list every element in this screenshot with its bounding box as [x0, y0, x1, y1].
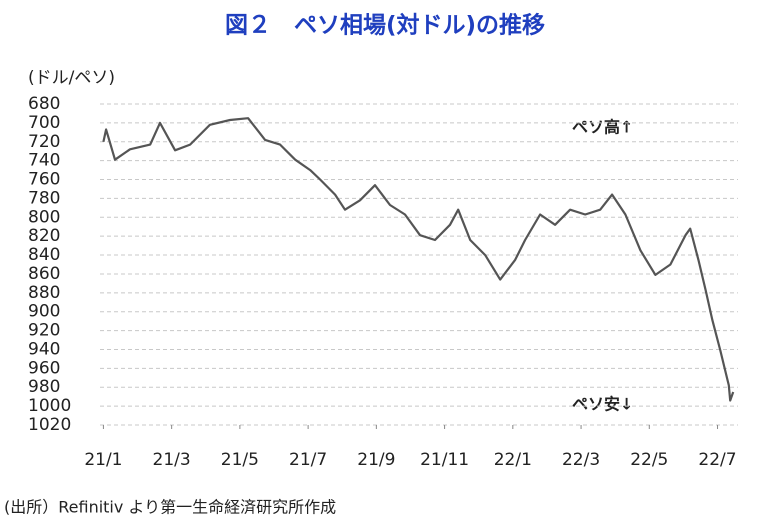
- chart-title: 図２ ペソ相場(対ドル)の推移: [225, 13, 545, 39]
- x-tick-label: 21/11: [420, 450, 469, 470]
- x-tick-label: 21/1: [84, 450, 122, 470]
- y-axis-label: (ドル/ペソ): [28, 68, 115, 88]
- x-tick-label: 22/5: [630, 450, 668, 470]
- x-tick-label: 22/7: [698, 450, 736, 470]
- y-tick-label: 780: [28, 188, 60, 208]
- y-tick-label: 820: [28, 226, 60, 246]
- y-tick-label: 880: [28, 283, 60, 303]
- y-tick-label: 800: [28, 207, 60, 227]
- y-tick-label: 940: [28, 339, 60, 359]
- source-note: (出所）Refinitiv より第一生命経済研究所作成: [4, 498, 336, 517]
- y-tick-label: 840: [28, 245, 60, 265]
- y-tick-label: 700: [28, 113, 60, 133]
- x-tick-label: 21/5: [221, 450, 259, 470]
- y-tick-label: 960: [28, 358, 60, 378]
- x-tick-label: 21/9: [357, 450, 395, 470]
- y-tick-label: 920: [28, 321, 60, 341]
- line-series: [102, 117, 735, 402]
- y-tick-label: 1000: [28, 396, 71, 416]
- x-tick-label: 21/7: [289, 450, 327, 470]
- y-tick-label: 720: [28, 132, 60, 152]
- annotation: ペソ高↑: [572, 118, 633, 137]
- y-tick-label: 900: [28, 302, 60, 322]
- x-tick-label: 22/3: [562, 450, 600, 470]
- y-tick-label: 860: [28, 264, 60, 284]
- y-tick-label: 1020: [28, 415, 71, 435]
- y-tick-label: 680: [28, 94, 60, 114]
- annotation: ペソ安↓: [572, 395, 633, 414]
- y-tick-label: 980: [28, 377, 60, 397]
- y-tick-label: 740: [28, 151, 60, 171]
- x-tick-label: 21/3: [153, 450, 191, 470]
- y-tick-label: 760: [28, 170, 60, 190]
- x-tick-label: 22/1: [494, 450, 532, 470]
